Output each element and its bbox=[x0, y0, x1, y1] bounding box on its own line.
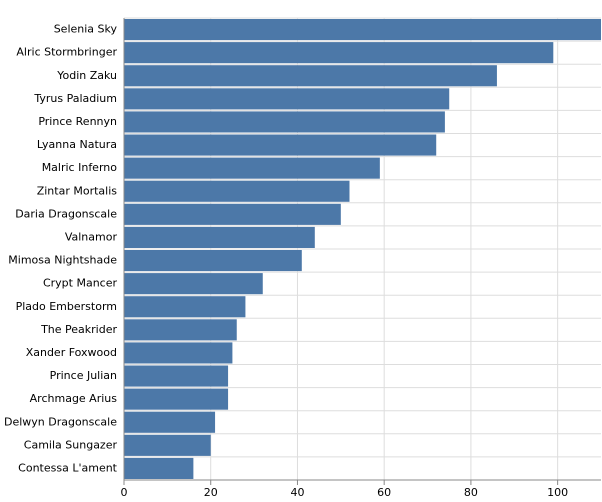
category-label: Archmage Arius bbox=[30, 392, 118, 405]
bar bbox=[124, 319, 237, 341]
bar bbox=[124, 226, 315, 248]
bar bbox=[124, 65, 497, 87]
category-label: Yodin Zaku bbox=[56, 69, 117, 82]
bar bbox=[124, 203, 341, 225]
bar bbox=[124, 19, 601, 41]
bar bbox=[124, 342, 233, 364]
category-label: Zintar Mortalis bbox=[37, 184, 118, 197]
category-label: Crypt Mancer bbox=[43, 277, 118, 290]
category-label: Delwyn Dragonscale bbox=[4, 415, 117, 428]
bar bbox=[124, 411, 216, 433]
category-label: Contessa L'ament bbox=[18, 461, 118, 474]
category-labels: Selenia Sky Alric Stormbringer Yodin Zaku T… bbox=[4, 23, 118, 475]
bar bbox=[124, 388, 229, 410]
category-label: Daria Dragonscale bbox=[15, 207, 117, 220]
x-tick-label: 100 bbox=[547, 486, 568, 499]
x-tick-label: 40 bbox=[290, 486, 304, 499]
bar bbox=[124, 134, 437, 156]
category-label: Mimosa Nightshade bbox=[8, 254, 117, 267]
category-label: Prince Rennyn bbox=[38, 115, 117, 128]
bar bbox=[124, 273, 263, 295]
bar bbox=[124, 250, 302, 272]
category-label: Xander Foxwood bbox=[26, 346, 117, 359]
category-label: The Peakrider bbox=[40, 323, 117, 336]
bar bbox=[124, 434, 211, 456]
bar bbox=[124, 180, 350, 202]
category-label: Alric Stormbringer bbox=[16, 46, 117, 59]
bar bbox=[124, 111, 445, 133]
category-label: Malric Inferno bbox=[42, 161, 118, 174]
bar bbox=[124, 457, 194, 479]
category-label: Valnamor bbox=[65, 230, 118, 243]
bar bbox=[124, 365, 229, 387]
category-label: Camila Sungazer bbox=[24, 438, 118, 451]
category-label: Prince Julian bbox=[50, 369, 117, 382]
bar bbox=[124, 42, 554, 64]
category-label: Tyrus Paladium bbox=[33, 92, 117, 105]
bars bbox=[124, 19, 601, 479]
x-tick-label: 20 bbox=[204, 486, 218, 499]
bar bbox=[124, 157, 380, 179]
x-tick-label: 0 bbox=[121, 486, 128, 499]
category-label: Lyanna Natura bbox=[37, 138, 117, 151]
gridlines bbox=[123, 17, 601, 481]
category-label: Plado Emberstorm bbox=[16, 300, 117, 313]
category-label: Selenia Sky bbox=[54, 23, 118, 36]
x-tick-label: 60 bbox=[377, 486, 391, 499]
x-axis: 0 20 40 60 80 100 bbox=[121, 479, 601, 499]
x-tick-label: 80 bbox=[464, 486, 478, 499]
bar bbox=[124, 296, 246, 318]
bar bbox=[124, 88, 450, 110]
